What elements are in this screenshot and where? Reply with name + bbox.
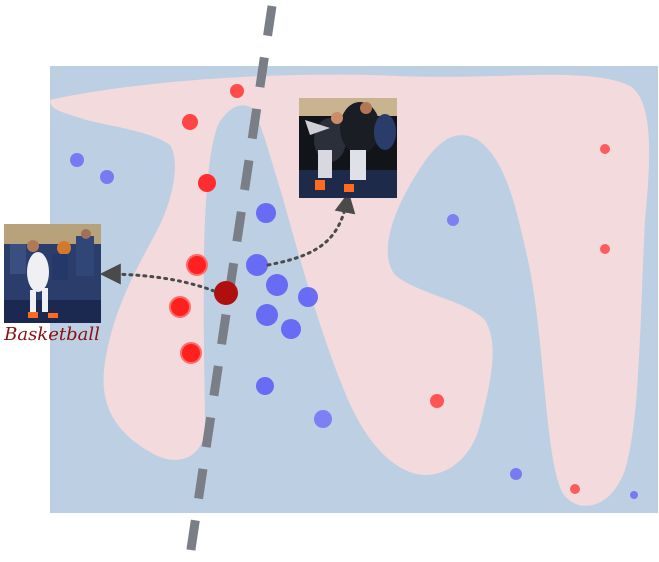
negative-point bbox=[298, 287, 318, 307]
negative-point bbox=[100, 170, 114, 184]
class-label: Basketball bbox=[4, 324, 100, 345]
negative-point bbox=[510, 468, 522, 480]
positive-point bbox=[182, 114, 198, 130]
negative-point bbox=[281, 319, 301, 339]
positive-points bbox=[169, 84, 610, 494]
negative-point bbox=[256, 304, 278, 326]
positive-point bbox=[430, 394, 444, 408]
positive-point bbox=[180, 342, 202, 364]
negative-point bbox=[246, 254, 268, 276]
negative-point bbox=[256, 203, 276, 223]
arrow-to-top-thumbnail bbox=[266, 191, 356, 267]
positive-point bbox=[186, 254, 208, 276]
positive-point bbox=[230, 84, 244, 98]
query-point bbox=[214, 281, 238, 305]
negative-point bbox=[630, 491, 638, 499]
positive-point bbox=[600, 244, 610, 254]
arrow-to-left-thumbnail bbox=[99, 263, 216, 293]
negative-point bbox=[314, 410, 332, 428]
positive-point bbox=[169, 296, 191, 318]
positive-point bbox=[570, 484, 580, 494]
negative-point bbox=[256, 377, 274, 395]
negative-point bbox=[447, 214, 459, 226]
negative-point bbox=[266, 274, 288, 296]
thumbnail-top bbox=[299, 98, 397, 198]
decision-boundary-line bbox=[185, 5, 277, 557]
positive-point bbox=[198, 174, 216, 192]
negative-points bbox=[70, 153, 638, 499]
negative-point bbox=[70, 153, 84, 167]
thumbnail-left bbox=[4, 224, 101, 323]
positive-point bbox=[600, 144, 610, 154]
